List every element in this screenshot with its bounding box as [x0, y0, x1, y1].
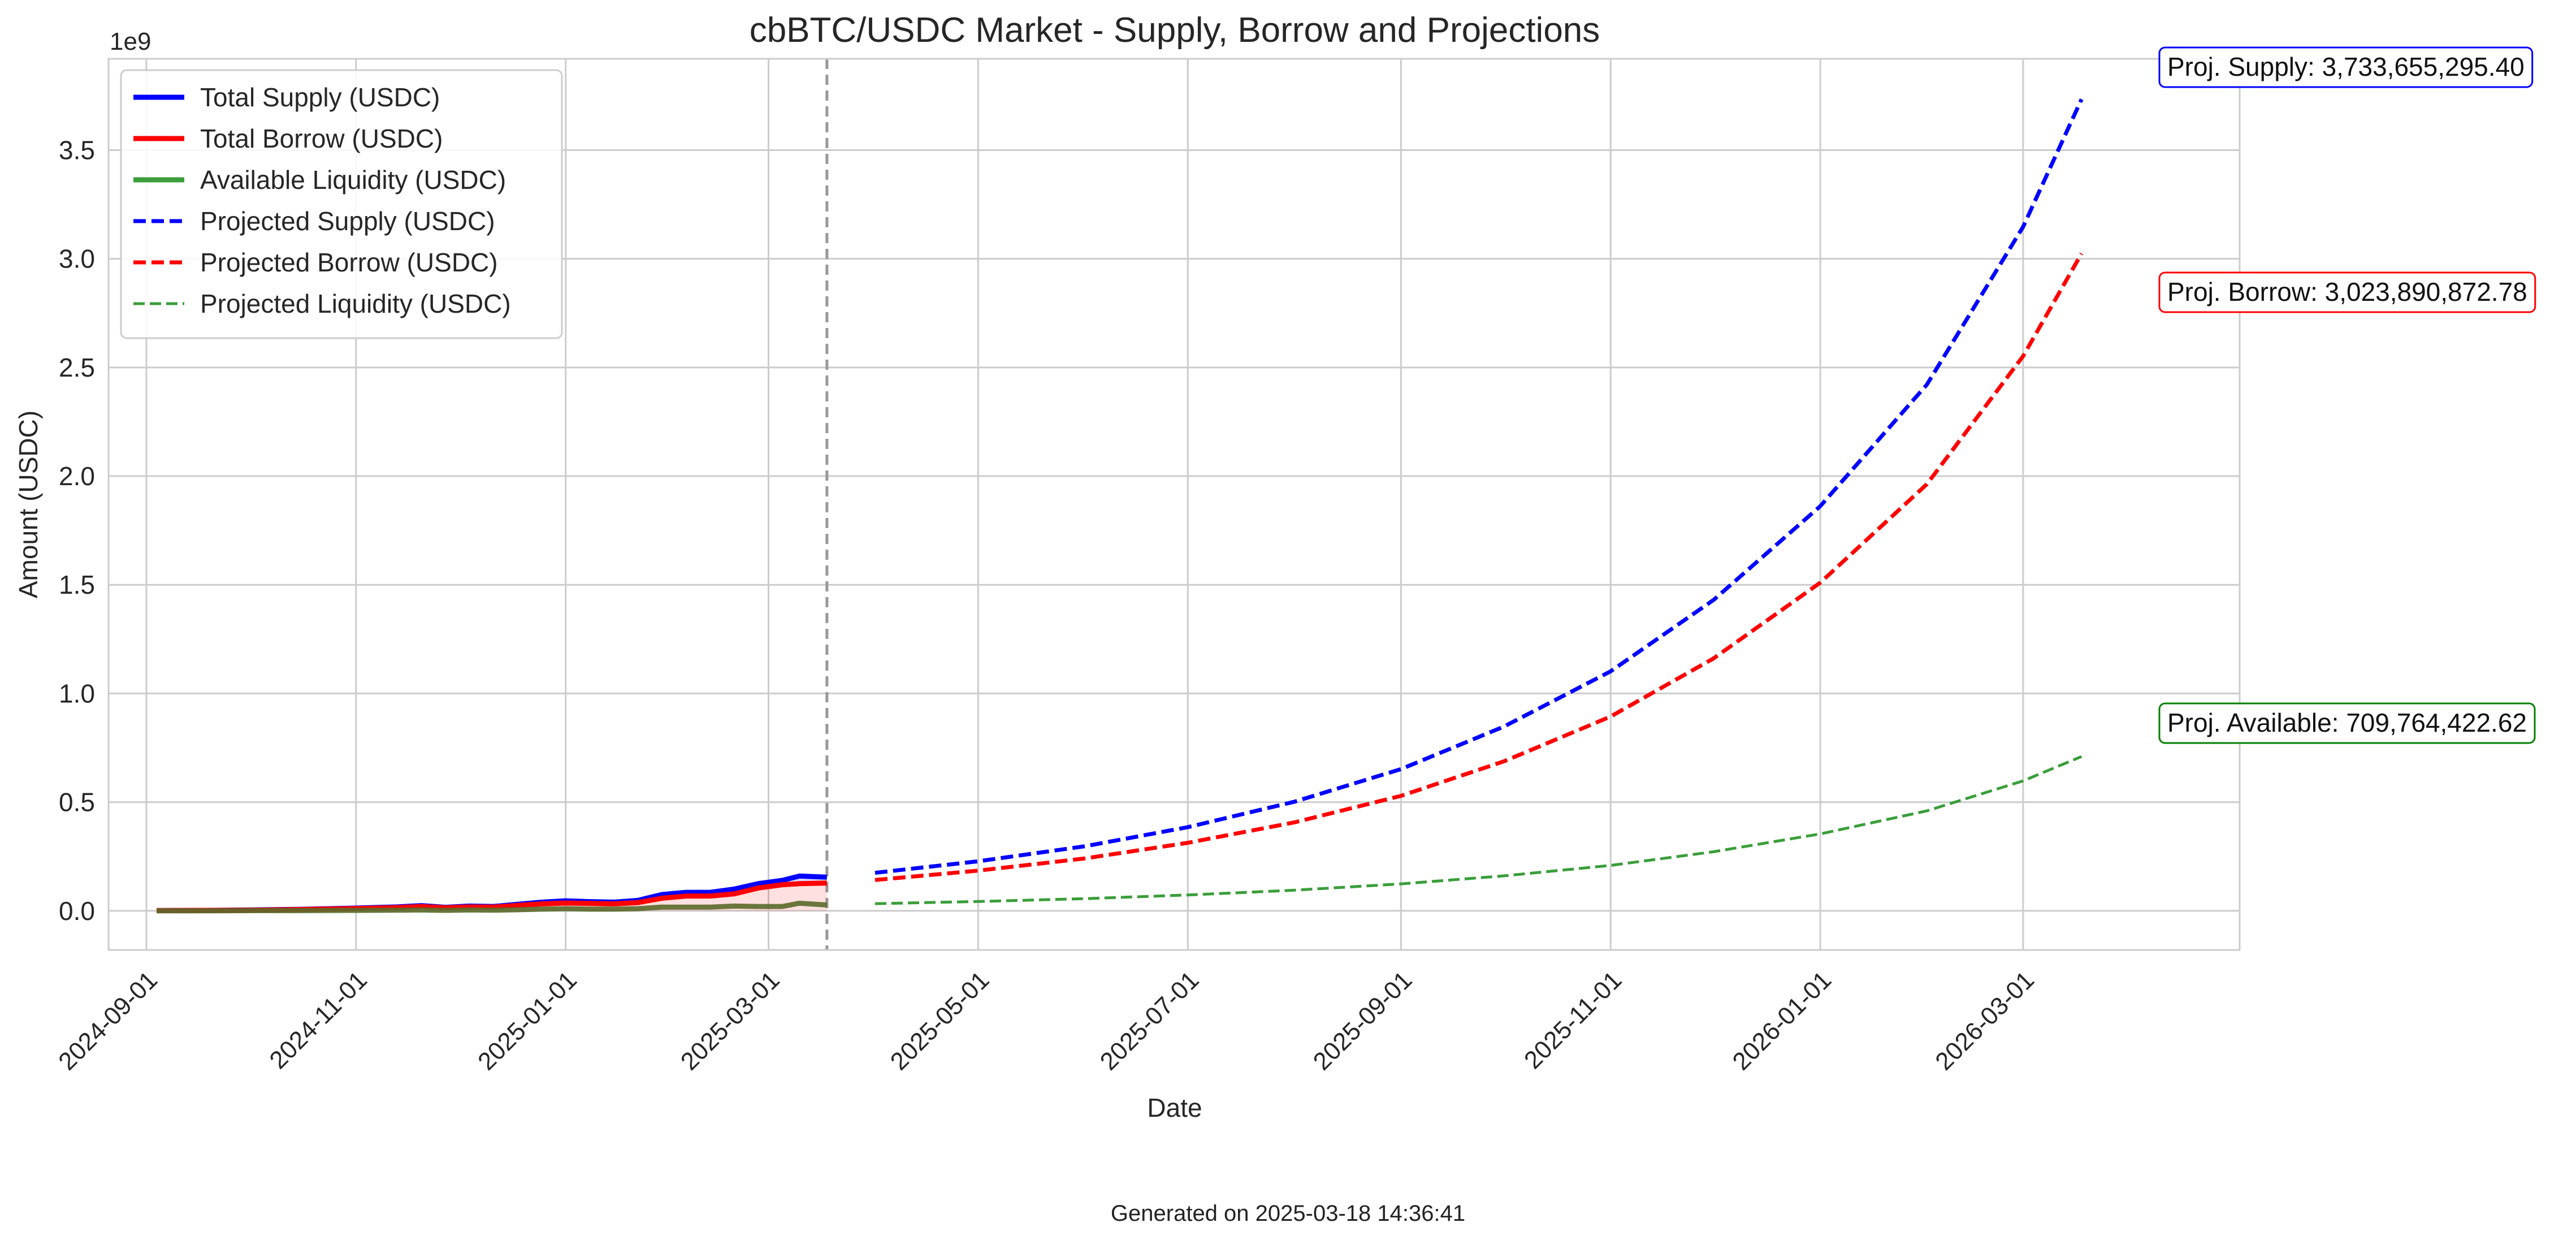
legend-label: Available Liquidity (USDC) — [200, 165, 506, 195]
series-projected-borrow-usdc — [874, 252, 2084, 882]
series-projected-supply-usdc — [874, 98, 2084, 875]
generated-timestamp: Generated on 2025-03-18 14:36:41 — [1110, 1201, 1466, 1226]
x-tick-label: 2024-09-01 — [53, 966, 163, 1075]
projection-annotation-box — [2158, 46, 2534, 88]
x-tick-label: 2025-05-01 — [885, 966, 995, 1075]
y-tick-label: 1.5 — [59, 570, 95, 599]
plot-frame — [107, 58, 2241, 951]
projection-annotation-text: Proj. Available: 709,764,422.62 — [2167, 708, 2527, 737]
x-tick-label: 2025-09-01 — [1308, 966, 1418, 1075]
projection-annotation-box — [2158, 702, 2536, 744]
legend: Total Supply (USDC) Total Borrow (USDC) Av… — [120, 69, 563, 339]
series-projected-liquidity-usdc — [874, 755, 2083, 905]
projection-annotation-text: Proj. Borrow: 3,023,890,872.78 — [2167, 277, 2527, 306]
x-tick-label: 2025-11-01 — [1519, 966, 1627, 1074]
y-offset-label: 1e9 — [110, 28, 151, 55]
borrow-fill — [157, 883, 827, 911]
x-tick-label: 2025-01-01 — [473, 966, 582, 1075]
x-tick-label: 2026-03-01 — [1930, 966, 2040, 1075]
y-axis-label: Amount (USDC) — [14, 411, 43, 598]
series-lines — [157, 98, 2084, 914]
y-tick-label: 0.0 — [59, 896, 95, 926]
legend-label: Projected Liquidity (USDC) — [200, 289, 511, 318]
x-tick-label: 2025-07-01 — [1095, 966, 1205, 1075]
y-tick-label: 3.5 — [59, 135, 95, 165]
series-available-liquidity-usdc — [157, 900, 828, 914]
y-tick-label: 1.0 — [59, 679, 95, 708]
y-tick-label: 2.5 — [59, 353, 95, 382]
y-tick-label: 2.0 — [59, 461, 95, 491]
y-tick-label: 0.5 — [59, 788, 95, 817]
grid — [109, 59, 2240, 950]
legend-label: Total Supply (USDC) — [200, 83, 440, 112]
legend-box — [120, 69, 563, 339]
x-tick-label: 2026-01-01 — [1727, 966, 1837, 1075]
x-axis-label: Date — [1147, 1093, 1202, 1122]
chart-title: cbBTC/USDC Market - Supply, Borrow and P… — [750, 11, 1600, 50]
projection-annotation-box — [2158, 271, 2536, 313]
y-tick-label: 3.0 — [59, 244, 95, 274]
annotations: Proj. Supply: 3,733,655,295.40 Proj. Borr… — [2158, 46, 2536, 744]
legend-label: Projected Borrow (USDC) — [200, 248, 498, 277]
legend-label: Total Borrow (USDC) — [200, 124, 443, 153]
x-tick-label: 2024-11-01 — [264, 966, 372, 1074]
legend-label: Projected Supply (USDC) — [200, 206, 495, 236]
projection-annotation-text: Proj. Supply: 3,733,655,295.40 — [2167, 52, 2525, 81]
x-tick-label: 2025-03-01 — [676, 966, 785, 1075]
